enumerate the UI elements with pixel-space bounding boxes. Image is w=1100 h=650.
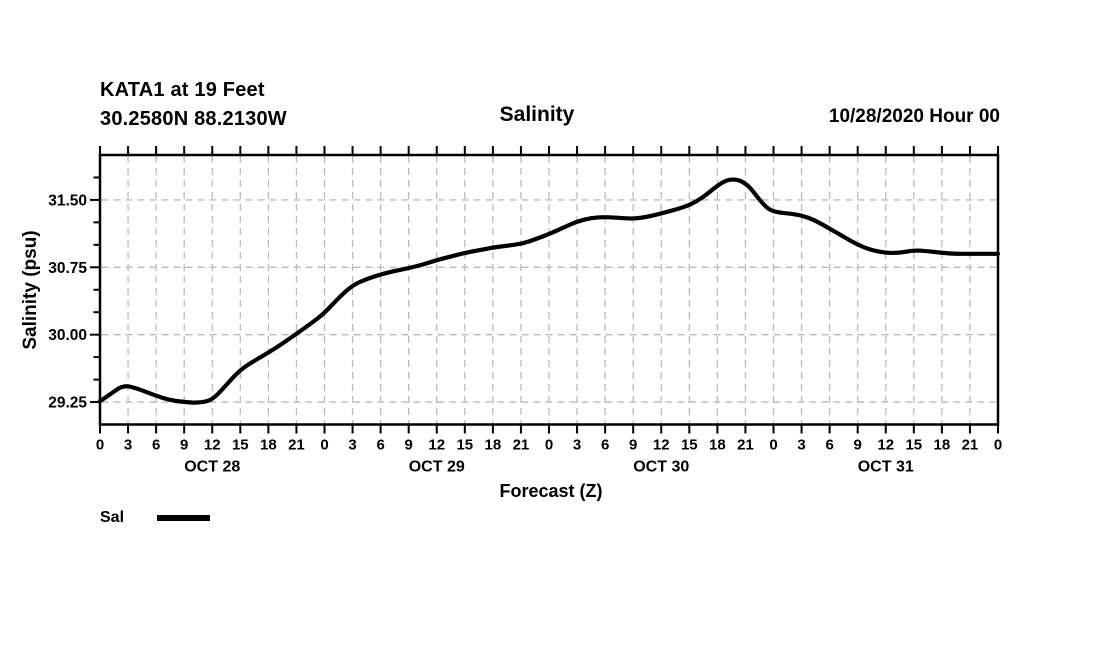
x-tick-label: 3 [124, 437, 132, 454]
x-tick-label: 18 [260, 437, 277, 454]
day-label: OCT 29 [409, 459, 465, 476]
x-tick-label: 21 [513, 437, 530, 454]
x-tick-label: 6 [601, 437, 609, 454]
chart-title: Salinity [499, 103, 575, 126]
x-tick-label: 21 [962, 437, 979, 454]
x-tick-label: 0 [769, 437, 777, 454]
day-label: OCT 30 [633, 459, 689, 476]
x-tick-label: 12 [428, 437, 445, 454]
x-tick-label: 3 [573, 437, 581, 454]
x-tick-label: 15 [681, 437, 698, 454]
station-name: KATA1 at 19 Feet [100, 79, 265, 101]
legend-label: Sal [100, 509, 125, 526]
station-header: KATA1 at 19 Feet 30.2580N 88.2130W [100, 76, 287, 134]
x-tick-label: 9 [854, 437, 862, 454]
x-tick-label: 9 [180, 437, 188, 454]
x-tick-label: 9 [629, 437, 637, 454]
x-tick-label: 3 [348, 437, 356, 454]
x-tick-label: 15 [905, 437, 922, 454]
x-tick-label: 12 [653, 437, 670, 454]
x-tick-label: 18 [709, 437, 726, 454]
salinity-curve [97, 177, 1001, 405]
x-tick-label: 6 [825, 437, 833, 454]
x-tick-label: 3 [797, 437, 805, 454]
x-tick-label: 18 [934, 437, 951, 454]
x-tick-label: 15 [232, 437, 249, 454]
x-tick-label: 15 [456, 437, 473, 454]
x-tick-label: 6 [376, 437, 384, 454]
x-tick-label: 9 [405, 437, 413, 454]
y-tick-label: 30.75 [48, 260, 87, 277]
x-axis-title: Forecast (Z) [499, 481, 603, 501]
y-tick-label: 29.25 [48, 395, 87, 412]
x-tick-label: 12 [204, 437, 221, 454]
x-tick-label: 21 [288, 437, 305, 454]
legend-line-swatch [157, 515, 211, 521]
y-tick-label: 31.50 [48, 192, 87, 209]
x-tick-label: 6 [152, 437, 160, 454]
x-tick-label: 0 [545, 437, 553, 454]
x-tick-label: 12 [877, 437, 894, 454]
x-tick-label: 0 [994, 437, 1002, 454]
x-tick-label: 21 [737, 437, 754, 454]
y-tick-label: 30.00 [48, 327, 87, 344]
plot-frame [98, 153, 1000, 426]
day-label: OCT 31 [858, 459, 914, 476]
x-tick-label: 18 [485, 437, 502, 454]
forecast-datetime: 10/28/2020 Hour 00 [828, 106, 1000, 127]
legend: Sal [100, 509, 211, 527]
station-coords: 30.2580N 88.2130W [100, 108, 287, 130]
x-tick-label: 0 [320, 437, 328, 454]
day-label: OCT 28 [184, 459, 240, 476]
x-tick-label: 0 [96, 437, 104, 454]
